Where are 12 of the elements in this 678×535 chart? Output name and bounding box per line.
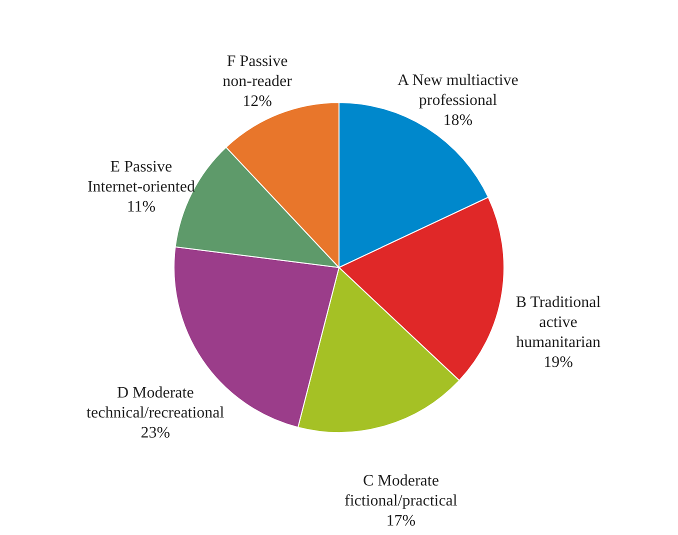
data-label: 17% xyxy=(386,512,416,530)
data-label: 18% xyxy=(443,112,473,130)
data-label: 19% xyxy=(544,354,573,372)
slice-label: D Moderate technical/recreational xyxy=(86,384,225,422)
slice-label: E Passive Internet-oriented xyxy=(87,158,195,196)
slice-label: F Passive non-reader xyxy=(222,53,293,90)
slice-label: C Moderate fictional/practical xyxy=(344,472,458,510)
data-label: 11% xyxy=(126,198,156,216)
data-label: 12% xyxy=(242,93,272,110)
slice-label: B Traditional active humanitarian xyxy=(516,294,602,352)
slice-label: A New multiactive professional xyxy=(398,72,518,110)
data-label: 23% xyxy=(140,424,170,442)
